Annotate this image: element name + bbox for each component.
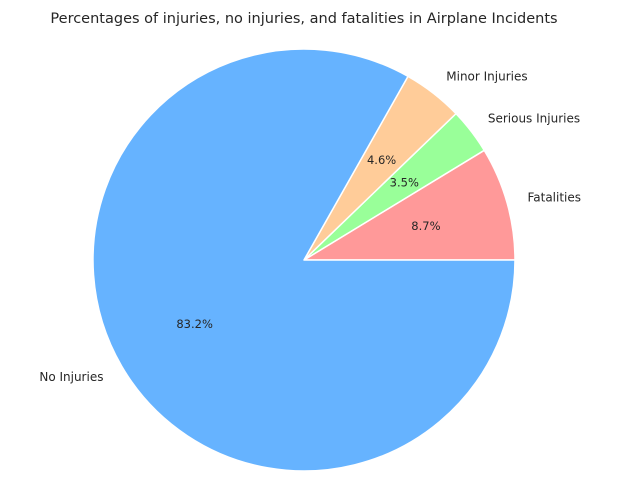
label-minor-injuries: Minor Injuries	[446, 70, 527, 84]
pct-label-fatalities: 8.7%	[411, 219, 440, 233]
slice-fatalities	[303, 149, 516, 261]
pct-label-serious-injuries: 3.5%	[390, 176, 419, 190]
pct-label-no-injuries: 83.2%	[176, 317, 213, 331]
slice-no-injuries	[92, 48, 516, 472]
label-serious-injuries: Serious Injuries	[488, 111, 580, 125]
pie-labels: Fatalities 8.7% Serious Injuries 3.5% Minor …	[39, 70, 581, 384]
pie-slices	[92, 48, 516, 472]
chart-title: Percentages of injuries, no injuries, an…	[50, 11, 557, 27]
label-fatalities: Fatalities	[527, 190, 581, 204]
label-no-injuries: No Injuries	[39, 370, 103, 384]
pct-label-minor-injuries: 4.6%	[367, 153, 396, 167]
